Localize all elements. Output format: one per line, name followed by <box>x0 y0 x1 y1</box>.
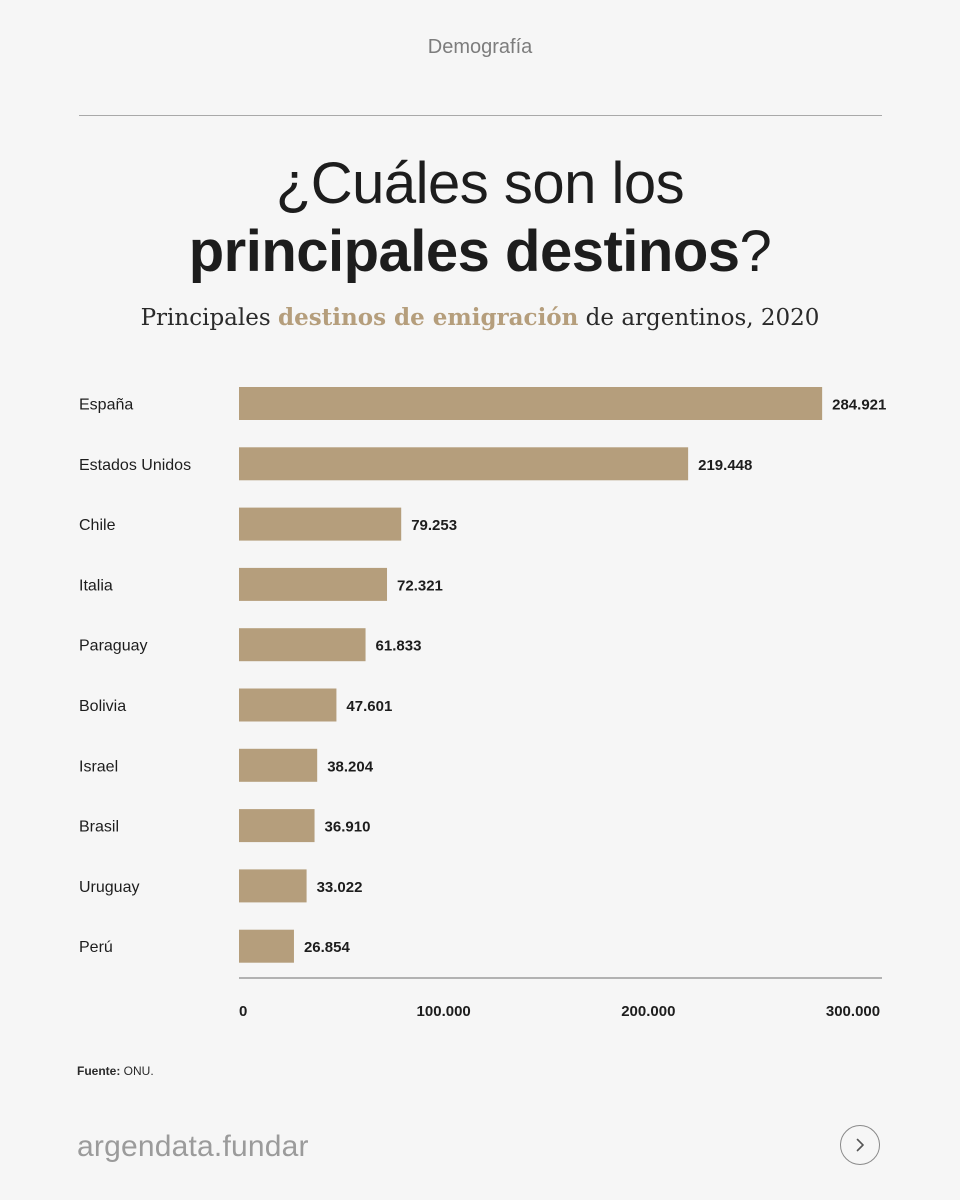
category-label: España <box>79 397 133 414</box>
category-label: Chile <box>79 517 116 534</box>
page-title: ¿Cuáles son los principales destinos? <box>0 150 960 286</box>
x-tick-label: 0 <box>239 1003 247 1020</box>
category-label: Brasil <box>79 819 119 836</box>
category-label: Bolivia <box>79 698 126 715</box>
value-label: 36.910 <box>325 819 371 836</box>
category-label: Uruguay <box>79 879 139 896</box>
subtitle-highlight: destinos de emigración <box>277 304 579 331</box>
bar-chart: España 284.921 Estados Unidos 219.448 Chile 7… <box>79 387 886 1020</box>
source-text: ONU. <box>120 1064 154 1078</box>
bar <box>239 447 689 481</box>
subtitle-after: de argentinos, 2020 <box>578 305 820 331</box>
bar <box>239 507 402 541</box>
value-label: 61.833 <box>376 638 422 655</box>
section-label: Demografía <box>427 36 533 58</box>
bar <box>239 929 294 963</box>
bar <box>239 688 337 722</box>
value-label: 38.204 <box>327 758 374 775</box>
category-label: Estados Unidos <box>79 457 191 474</box>
brand-logo-text: argendata.fundar <box>77 1130 309 1163</box>
bar <box>239 869 307 903</box>
category-label: Italia <box>79 577 113 594</box>
subtitle-before: Principales <box>140 305 278 331</box>
title-question-mark: ? <box>739 219 772 284</box>
category-label: Paraguay <box>79 638 148 655</box>
x-tick-label: 100.000 <box>417 1003 471 1020</box>
category-label: Israel <box>79 758 118 775</box>
source-note: Fuente: ONU. <box>77 1064 154 1078</box>
chart-subtitle: Principales destinos de emigración de ar… <box>0 304 960 331</box>
value-label: 79.253 <box>411 517 457 534</box>
x-tick-label: 200.000 <box>621 1003 675 1020</box>
x-tick-label: 300.000 <box>826 1003 880 1020</box>
top-divider <box>79 115 882 116</box>
title-line-1: ¿Cuáles son los <box>275 151 685 216</box>
source-label: Fuente: <box>77 1064 121 1078</box>
chevron-right-icon <box>856 1138 864 1152</box>
next-button[interactable] <box>840 1125 880 1165</box>
title-line-2: principales destinos? <box>0 218 960 286</box>
value-label: 33.022 <box>317 879 363 896</box>
bar <box>239 567 388 601</box>
value-label: 72.321 <box>397 577 443 594</box>
value-label: 284.921 <box>832 397 886 414</box>
value-label: 26.854 <box>304 939 351 956</box>
bar <box>239 748 318 782</box>
value-label: 47.601 <box>346 698 392 715</box>
bar <box>239 809 315 843</box>
category-label: Perú <box>79 939 113 956</box>
value-label: 219.448 <box>698 457 752 474</box>
bar <box>239 628 366 662</box>
bar <box>239 387 823 420</box>
title-bold: principales destinos <box>188 219 740 284</box>
